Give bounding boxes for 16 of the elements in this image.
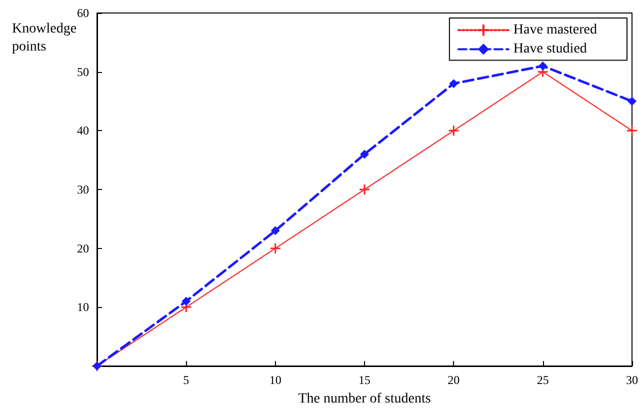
y-tick-label: 30 (77, 182, 89, 196)
x-tick-label: 10 (269, 373, 282, 387)
x-tick-label: 20 (448, 373, 460, 387)
y-tick-label: 20 (77, 241, 89, 256)
y-tick-label: 60 (77, 6, 89, 20)
y-tick-label: 10 (77, 300, 89, 314)
y-axis-title: Knowledge points (12, 22, 80, 54)
y-tick-label: 40 (77, 124, 89, 138)
x-axis-title: The number of students (298, 392, 431, 406)
legend-label: Have studied (513, 42, 587, 57)
x-tick-label: 25 (536, 373, 549, 387)
x-tick-label: 5 (183, 373, 190, 387)
x-tick-label: 15 (358, 373, 370, 387)
y-tick-label: 50 (77, 64, 89, 79)
legend-label: Have mastered (513, 22, 598, 38)
x-tick-label: 30 (626, 373, 638, 387)
